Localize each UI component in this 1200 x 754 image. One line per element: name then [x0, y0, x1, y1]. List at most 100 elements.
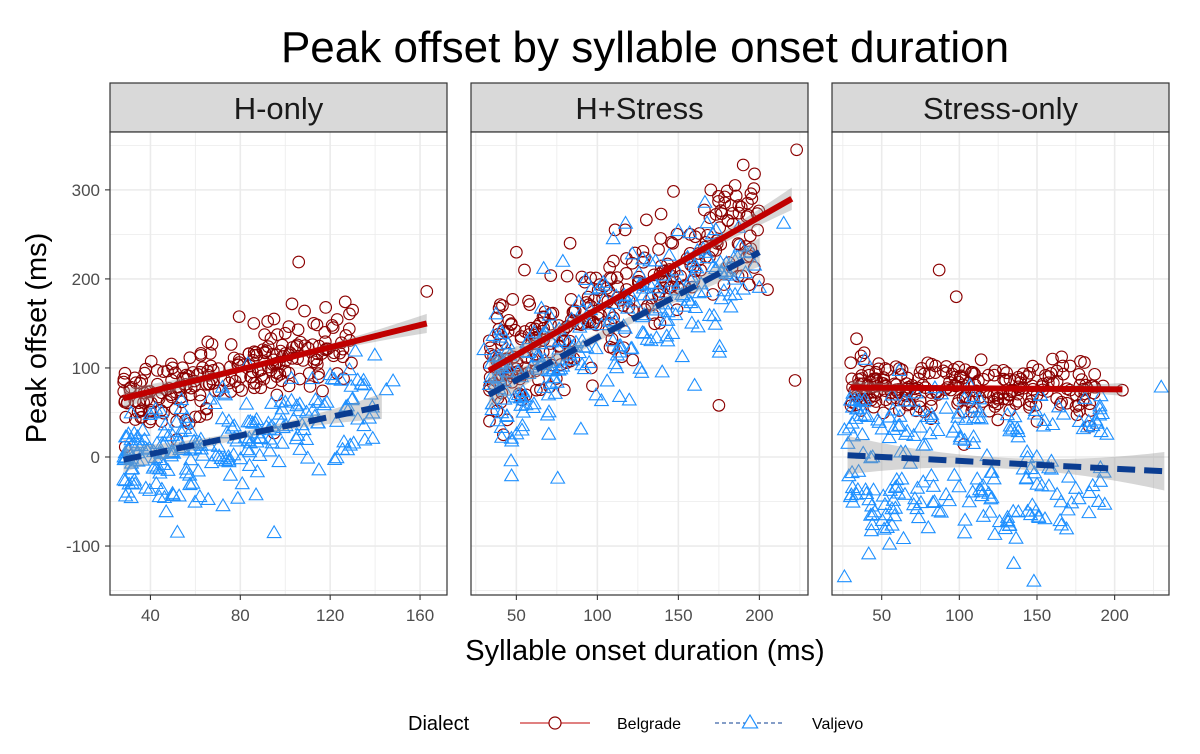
chart-title: Peak offset by syllable onset duration — [281, 23, 1009, 72]
point-belgrade — [1075, 373, 1089, 386]
point-valjevo — [881, 429, 898, 444]
point-valjevo — [1026, 573, 1042, 587]
panel-border — [470, 131, 809, 596]
point-belgrade — [864, 393, 878, 407]
x-tick-label: 100 — [945, 606, 973, 625]
point-valjevo — [950, 409, 966, 423]
point-valjevo — [631, 265, 647, 279]
point-valjevo — [190, 463, 207, 477]
point-belgrade — [892, 362, 906, 375]
point-valjevo — [549, 374, 565, 388]
point-belgrade — [137, 396, 150, 409]
point-valjevo — [879, 519, 896, 534]
point-valjevo — [697, 194, 713, 208]
point-valjevo — [503, 433, 520, 447]
panel-border — [109, 131, 448, 596]
point-belgrade — [189, 410, 202, 424]
point-belgrade — [640, 213, 653, 227]
point-belgrade — [869, 365, 883, 379]
point-belgrade — [193, 410, 207, 423]
point-valjevo — [923, 467, 940, 482]
point-belgrade — [607, 254, 620, 268]
point-valjevo — [687, 299, 704, 314]
point-belgrade — [1074, 355, 1087, 368]
point-valjevo — [890, 418, 907, 432]
point-belgrade — [704, 183, 718, 197]
point-valjevo — [617, 215, 634, 229]
point-valjevo — [1026, 465, 1043, 479]
point-valjevo — [139, 441, 155, 456]
point-valjevo — [1008, 530, 1024, 544]
point-belgrade — [667, 185, 680, 198]
point-valjevo — [938, 486, 954, 501]
point-belgrade — [292, 255, 306, 269]
point-valjevo — [604, 306, 620, 321]
point-valjevo — [145, 405, 162, 419]
point-valjevo — [489, 412, 505, 427]
point-valjevo — [854, 426, 871, 441]
legend-key-marker — [548, 716, 562, 730]
point-valjevo — [136, 431, 153, 446]
point-belgrade — [857, 346, 871, 360]
point-belgrade — [282, 320, 296, 333]
point-valjevo — [987, 526, 1003, 540]
point-valjevo — [684, 315, 700, 329]
panel-strip-label: Stress-only — [923, 91, 1079, 126]
point-valjevo — [609, 347, 626, 361]
point-valjevo — [1044, 416, 1061, 431]
point-valjevo — [851, 392, 868, 407]
point-valjevo — [646, 275, 662, 289]
point-valjevo — [533, 300, 550, 314]
point-belgrade — [1070, 408, 1084, 422]
point-belgrade — [732, 199, 746, 212]
point-valjevo — [648, 302, 664, 316]
point-valjevo — [624, 246, 641, 260]
point-belgrade — [732, 206, 746, 220]
point-valjevo — [892, 408, 908, 422]
point-belgrade — [496, 299, 509, 313]
point-valjevo — [129, 428, 146, 443]
point-valjevo — [633, 364, 650, 378]
point-belgrade — [732, 238, 746, 252]
point-valjevo — [876, 521, 892, 535]
point-valjevo — [350, 411, 366, 425]
point-valjevo — [897, 486, 913, 500]
point-belgrade — [954, 369, 968, 383]
point-belgrade — [731, 237, 745, 250]
point-valjevo — [634, 324, 651, 339]
point-valjevo — [1018, 470, 1035, 484]
x-tick-label: 50 — [872, 606, 891, 625]
point-valjevo — [860, 546, 877, 560]
point-valjevo — [848, 401, 865, 415]
confidence-band-valjevo — [847, 435, 1165, 491]
point-belgrade — [264, 332, 278, 345]
point-valjevo — [366, 347, 383, 361]
point-valjevo — [911, 402, 927, 417]
point-belgrade — [224, 338, 238, 351]
point-valjevo — [930, 503, 947, 517]
point-belgrade — [270, 370, 284, 383]
point-belgrade — [610, 271, 624, 284]
point-valjevo — [888, 471, 905, 486]
point-belgrade — [483, 414, 496, 428]
point-belgrade — [652, 243, 665, 256]
point-valjevo — [852, 407, 869, 422]
point-belgrade — [653, 316, 667, 330]
point-valjevo — [884, 387, 900, 401]
point-valjevo — [500, 359, 517, 374]
point-belgrade — [285, 297, 299, 311]
point-valjevo — [1071, 413, 1088, 428]
point-valjevo — [182, 423, 199, 437]
point-valjevo — [1029, 448, 1045, 463]
point-valjevo — [543, 363, 559, 377]
point-valjevo — [660, 303, 676, 318]
point-belgrade — [648, 317, 662, 331]
point-belgrade — [892, 404, 906, 417]
point-belgrade — [293, 372, 307, 386]
point-belgrade — [703, 211, 717, 225]
point-belgrade — [291, 323, 305, 337]
point-valjevo — [274, 435, 290, 449]
point-belgrade — [977, 372, 990, 386]
point-valjevo — [1002, 422, 1018, 437]
